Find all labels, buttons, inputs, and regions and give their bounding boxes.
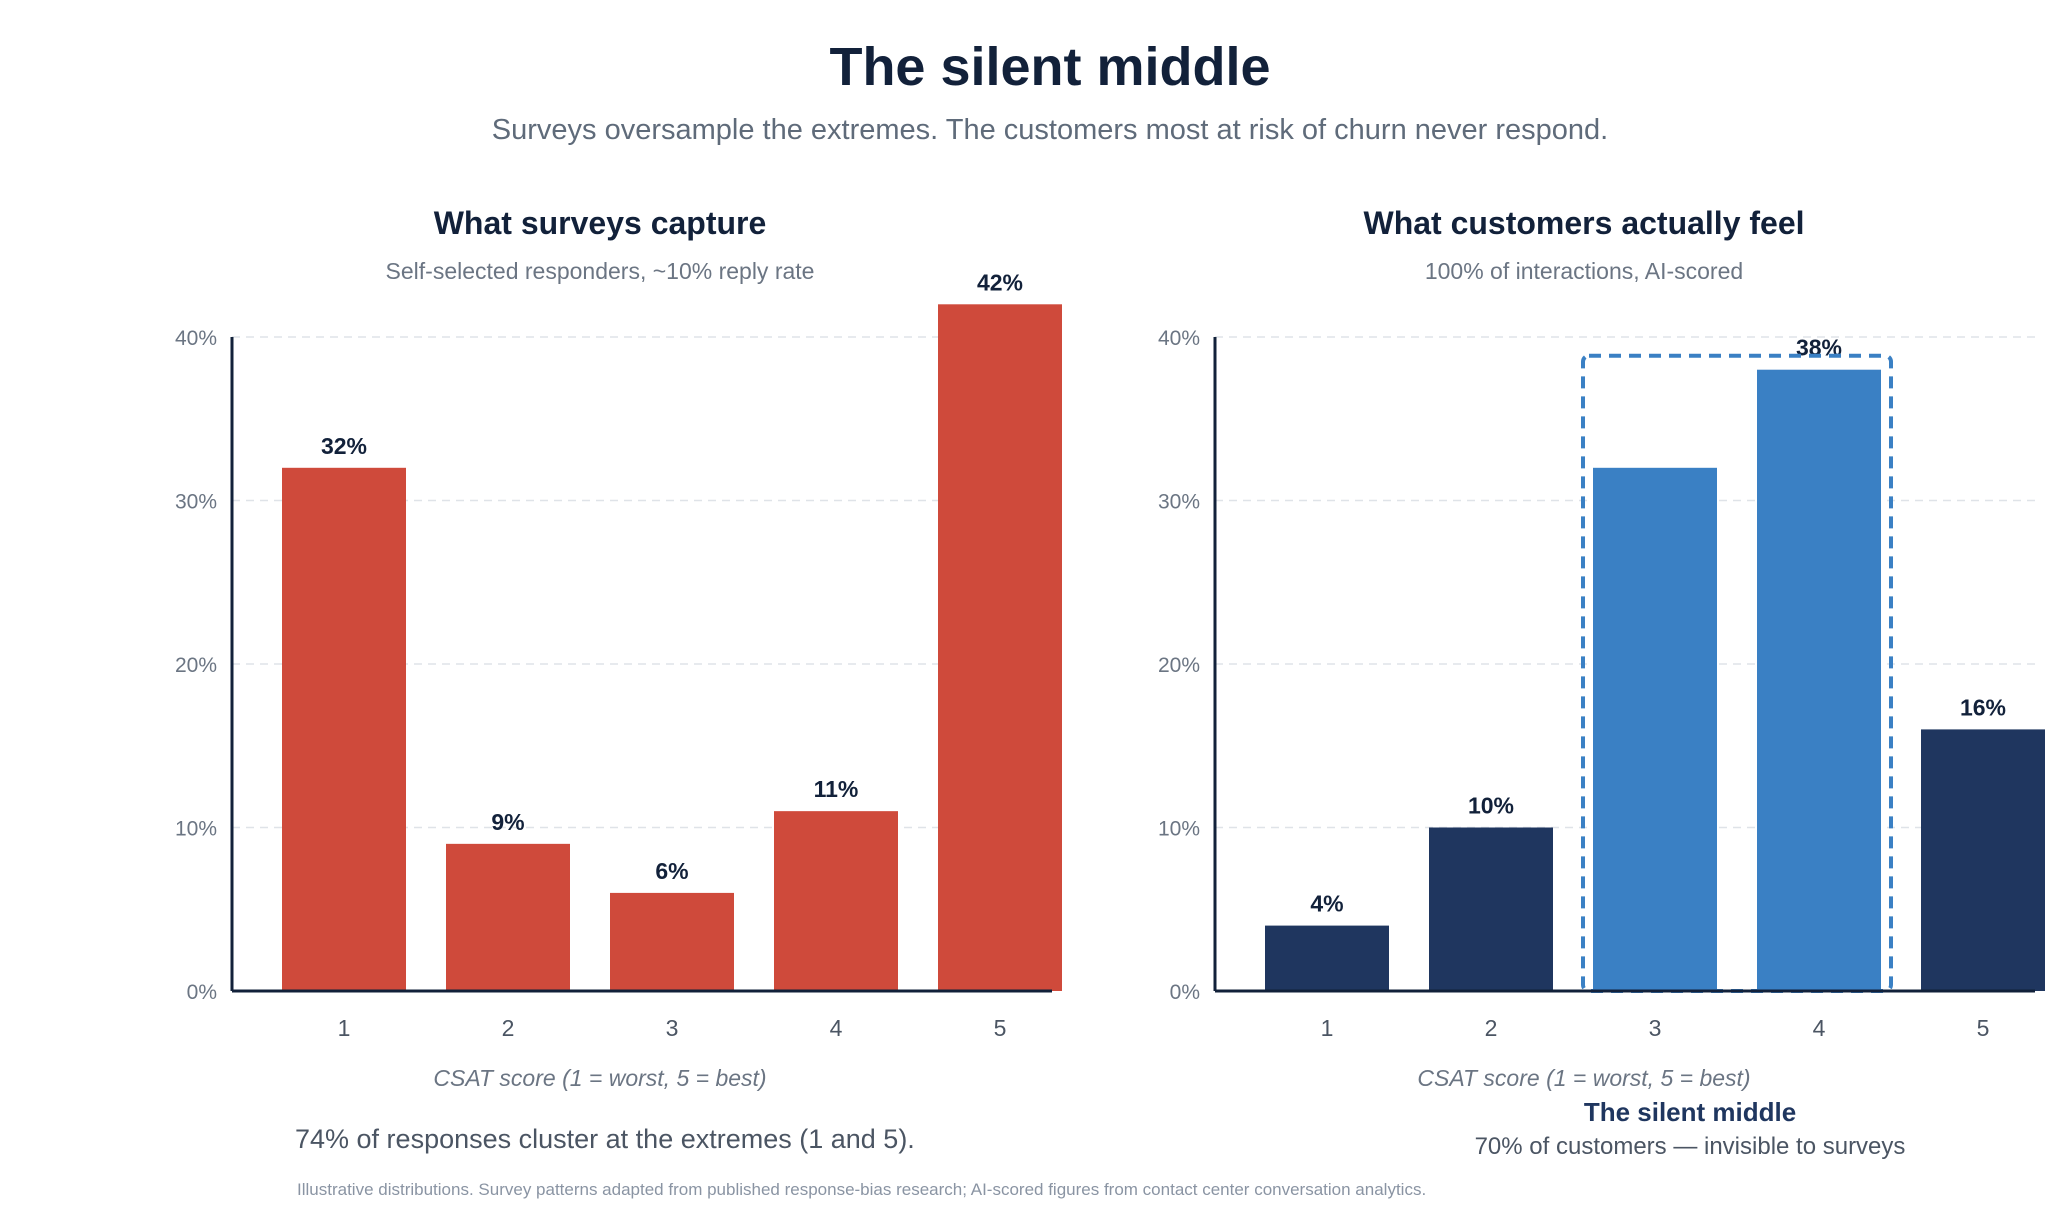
page-title: The silent middle [829, 37, 1271, 97]
bar-value-label: 9% [491, 809, 524, 835]
bar-value-label: 4% [1310, 891, 1343, 917]
y-tick-label: 10% [1158, 818, 1200, 841]
y-tick-label: 40% [1158, 327, 1200, 350]
y-tick-label: 0% [1170, 981, 1200, 1004]
panel-subtitle: 100% of interactions, AI-scored [1425, 258, 1743, 284]
bar-4 [1757, 369, 1881, 991]
bar-value-label: 42% [977, 269, 1023, 295]
x-tick-label: 5 [994, 1015, 1007, 1041]
panel-title: What surveys capture [434, 205, 767, 241]
bar-value-label: 10% [1468, 793, 1514, 819]
bar-2 [446, 843, 570, 991]
x-axis-label: CSAT score (1 = worst, 5 = best) [1417, 1065, 1750, 1091]
bar-5 [1921, 729, 2045, 991]
survey-takeaway: 74% of responses cluster at the extremes… [295, 1124, 915, 1154]
source-note: Illustrative distributions. Survey patte… [297, 1180, 1427, 1199]
x-tick-label: 3 [1649, 1015, 1662, 1041]
x-tick-label: 4 [830, 1015, 843, 1041]
bar-3 [610, 892, 734, 991]
bar-value-label: 32% [321, 433, 367, 459]
bar-value-label: 11% [814, 776, 859, 802]
x-axis-label: CSAT score (1 = worst, 5 = best) [433, 1065, 766, 1091]
x-tick-label: 4 [1813, 1015, 1826, 1041]
panel-subtitle: Self-selected responders, ~10% reply rat… [386, 258, 815, 284]
bar-value-label: 16% [1960, 694, 2006, 720]
bar-3 [1593, 467, 1717, 991]
x-tick-label: 3 [666, 1015, 679, 1041]
page-subtitle: Surveys oversample the extremes. The cus… [491, 114, 1609, 146]
y-tick-label: 30% [1158, 491, 1200, 514]
x-tick-label: 1 [338, 1015, 351, 1041]
y-tick-label: 0% [187, 981, 217, 1004]
y-tick-label: 40% [175, 327, 217, 350]
x-tick-label: 5 [1977, 1015, 1990, 1041]
bar-1 [1265, 925, 1389, 991]
y-tick-label: 10% [175, 818, 217, 841]
y-tick-label: 20% [1158, 654, 1200, 677]
silent-middle-callout-title: The silent middle [1584, 1097, 1796, 1127]
x-tick-label: 2 [502, 1015, 515, 1041]
x-tick-label: 2 [1485, 1015, 1498, 1041]
bar-2 [1429, 827, 1553, 991]
bar-5 [938, 304, 1062, 991]
y-tick-label: 30% [175, 491, 217, 514]
x-tick-label: 1 [1321, 1015, 1334, 1041]
bar-1 [282, 467, 406, 991]
panel-title: What customers actually feel [1363, 205, 1804, 241]
silent-middle-callout-text: 70% of customers — invisible to surveys [1475, 1133, 1906, 1160]
bar-4 [774, 811, 898, 991]
bar-value-label: 6% [655, 858, 688, 884]
y-tick-label: 20% [175, 654, 217, 677]
